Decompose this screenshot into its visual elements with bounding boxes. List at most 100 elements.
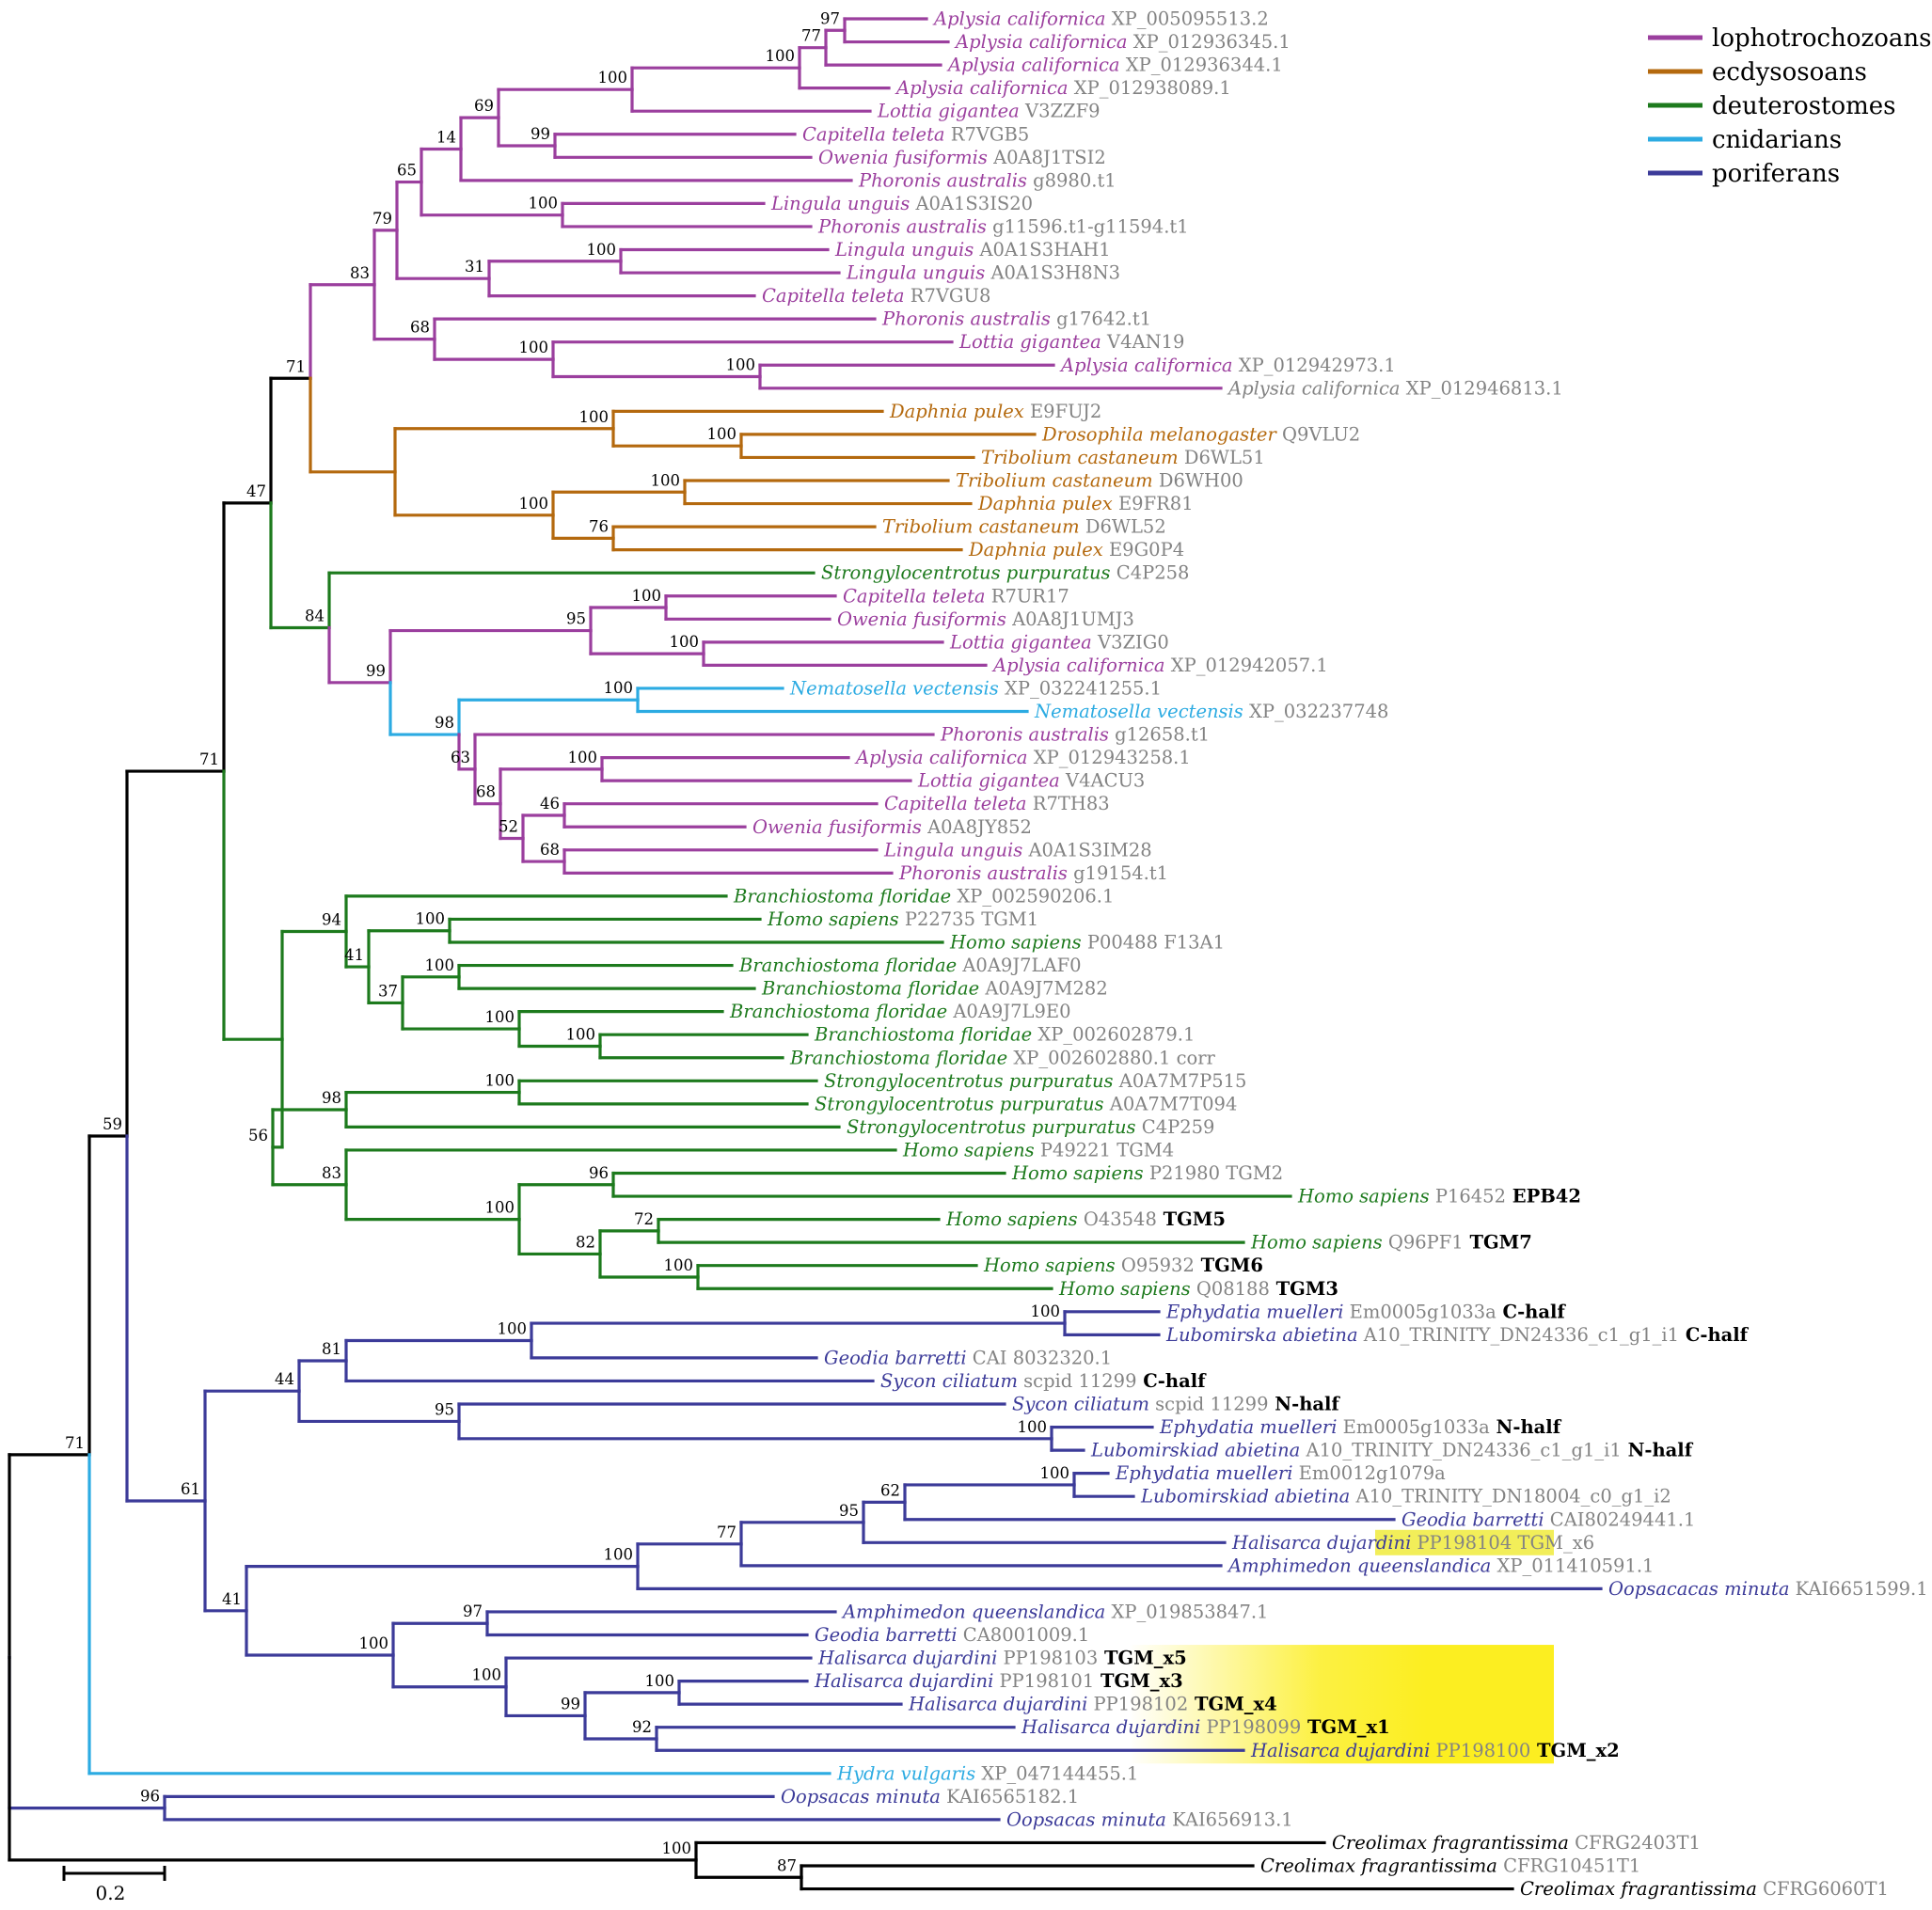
taxon-label: Lottia gigantea V3ZZF9: [877, 101, 1101, 122]
support-value: 69: [474, 97, 494, 115]
scale-bar: 0.2: [62, 1866, 166, 1904]
support-value: 14: [436, 128, 456, 146]
support-value: 47: [246, 482, 266, 500]
taxon-label: Nematosella vectensis XP_032241255.1: [789, 677, 1162, 699]
support-value: 100: [485, 1072, 515, 1090]
taxon-label: Aplysia californica XP_012942057.1: [991, 655, 1328, 676]
support-value: 97: [820, 9, 840, 27]
support-value: 61: [181, 1480, 200, 1498]
support-value: 37: [378, 982, 398, 1000]
support-value: 68: [540, 841, 560, 859]
taxon-label: Lottia gigantea V4ACU3: [917, 770, 1145, 792]
support-value: 100: [485, 1008, 515, 1026]
taxon-label: Tribolium castaneum D6WH00: [956, 470, 1243, 492]
taxon-label: Sycon ciliatum scpid 11299 C-half: [880, 1370, 1207, 1392]
support-value: 65: [397, 162, 417, 180]
taxon-label: Amphimedon queenslandica XP_011410591.1: [1227, 1555, 1654, 1576]
taxon-label: Aplysia californica XP_012943258.1: [854, 747, 1191, 768]
legend-label-ecdysosoans: ecdysosoans: [1712, 58, 1867, 87]
support-value: 96: [140, 1788, 160, 1806]
taxon-label: Lottia gigantea V4AN19: [958, 331, 1184, 353]
support-value: 71: [65, 1434, 85, 1452]
support-value: 100: [566, 1025, 596, 1043]
taxon-label: Homo sapiens P49221 TGM4: [902, 1139, 1174, 1160]
taxon-label: Strongylocentrotus purpuratus A0A7M7T094: [815, 1093, 1237, 1114]
taxon-label: Phoronis australis g8980.t1: [858, 169, 1116, 191]
legend-label-lophotrochozoans: lophotrochozoans: [1712, 24, 1931, 53]
highlight-halisarca-tgm-clade: [1129, 1645, 1554, 1764]
taxon-label: Capitella teleta R7UR17: [843, 585, 1069, 607]
support-value: 100: [766, 47, 796, 65]
support-value: 100: [519, 495, 549, 513]
taxon-label: Strongylocentrotus purpuratus C4P259: [847, 1116, 1214, 1138]
highlight-regions: [1129, 1529, 1554, 1764]
support-value: 100: [568, 749, 598, 766]
support-value: 100: [664, 1256, 694, 1274]
support-value: 71: [286, 357, 306, 375]
taxon-label: Daphnia pulex E9G0P4: [968, 539, 1184, 560]
support-value: 100: [485, 1199, 515, 1217]
support-value: 100: [707, 425, 737, 443]
taxon-label: Halisarca dujardini PP198104 TGM_x6: [1231, 1532, 1594, 1554]
support-value: 68: [410, 319, 430, 337]
support-value: 41: [344, 946, 364, 964]
taxon-label: Homo sapiens Q96PF1 TGM7: [1250, 1232, 1532, 1254]
taxon-label: Tribolium castaneum D6WL51: [981, 447, 1265, 468]
taxon-label: Branchiostoma floridae A0A9J7LAF0: [738, 955, 1082, 976]
taxon-label: Halisarca dujardini PP198101 TGM_x3: [814, 1670, 1183, 1692]
support-value: 83: [322, 1164, 341, 1182]
legend: lophotrochozoans ecdysosoans deuterostomes…: [1648, 24, 1931, 188]
support-value: 100: [1018, 1418, 1048, 1436]
taxon-label: Branchiostoma floridae XP_002602879.1: [814, 1024, 1195, 1046]
taxon-label: Lubomirska abietina A10_TRINITY_DN24336_…: [1165, 1324, 1750, 1346]
taxon-label: Tribolium castaneum D6WL52: [882, 516, 1166, 538]
legend-label-poriferans: poriferans: [1712, 160, 1840, 188]
taxon-label: Ephydatia muelleri Em0012g1079a: [1115, 1462, 1446, 1484]
support-value: 100: [587, 241, 617, 259]
support-value: 79: [372, 210, 392, 228]
taxon-label: Homo sapiens Q08188 TGM3: [1058, 1278, 1338, 1300]
support-value: 52: [499, 818, 518, 836]
taxon-label: Capitella teleta R7VGB5: [802, 123, 1029, 145]
support-value: 100: [645, 1672, 675, 1690]
support-value: 99: [531, 125, 550, 143]
support-value: 56: [248, 1127, 268, 1144]
support-value: 100: [662, 1839, 692, 1857]
support-value: 31: [465, 258, 484, 276]
support-value: 71: [199, 750, 219, 768]
support-value: 100: [604, 679, 634, 697]
taxon-label: Ephydatia muelleri Em0005g1033a N-half: [1159, 1416, 1562, 1438]
taxon-label: Oopsacas minuta KAI656913.1: [1006, 1808, 1293, 1830]
taxon-label: Creolimax fragrantissima CFRG10451T1: [1260, 1855, 1640, 1877]
support-value: 100: [416, 910, 446, 928]
taxon-label: Aplysia californica XP_012938089.1: [895, 77, 1231, 99]
support-value: 95: [566, 610, 586, 628]
taxon-label: Daphnia pulex E9FUJ2: [889, 401, 1101, 422]
support-value: 100: [651, 471, 681, 489]
support-value: 98: [322, 1089, 341, 1107]
taxon-label: Oopsacas minuta KAI6565182.1: [781, 1786, 1079, 1807]
taxon-label: Creolimax fragrantissima CFRG2403T1: [1332, 1832, 1701, 1854]
support-value: 77: [717, 1523, 736, 1541]
support-value: 100: [632, 587, 662, 605]
taxon-label: Owenia fusiformis A0A8J1TSI2: [818, 147, 1106, 168]
taxon-label: Oopsacacas minuta KAI6651599.1: [1608, 1578, 1928, 1600]
taxon-label: Aplysia californica XP_012936344.1: [946, 55, 1283, 76]
taxon-labels: Aplysia californica XP_005095513.2Aplysi…: [729, 8, 1928, 1901]
support-value: 59: [103, 1115, 122, 1133]
support-value: 100: [359, 1634, 389, 1652]
taxon-label: Homo sapiens P21980 TGM2: [1011, 1162, 1283, 1184]
taxon-label: Owenia fusiformis A0A8JY852: [752, 816, 1032, 838]
support-value: 68: [476, 783, 496, 801]
support-value: 87: [777, 1856, 797, 1874]
taxon-label: Lubomirskiad abietina A10_TRINITY_DN1800…: [1140, 1486, 1671, 1507]
taxon-label: Halisarca dujardini PP198103 TGM_x5: [817, 1648, 1187, 1669]
taxon-label: Branchiostoma floridae XP_002602880.1 co…: [789, 1047, 1216, 1068]
taxon-label: Amphimedon queenslandica XP_019853847.1: [841, 1601, 1268, 1622]
support-value: 100: [579, 408, 610, 426]
taxon-label: Aplysia californica XP_012942973.1: [1059, 355, 1396, 376]
taxon-label: Branchiostoma floridae XP_002590206.1: [733, 885, 1114, 907]
legend-label-deuterostomes: deuterostomes: [1712, 92, 1896, 120]
